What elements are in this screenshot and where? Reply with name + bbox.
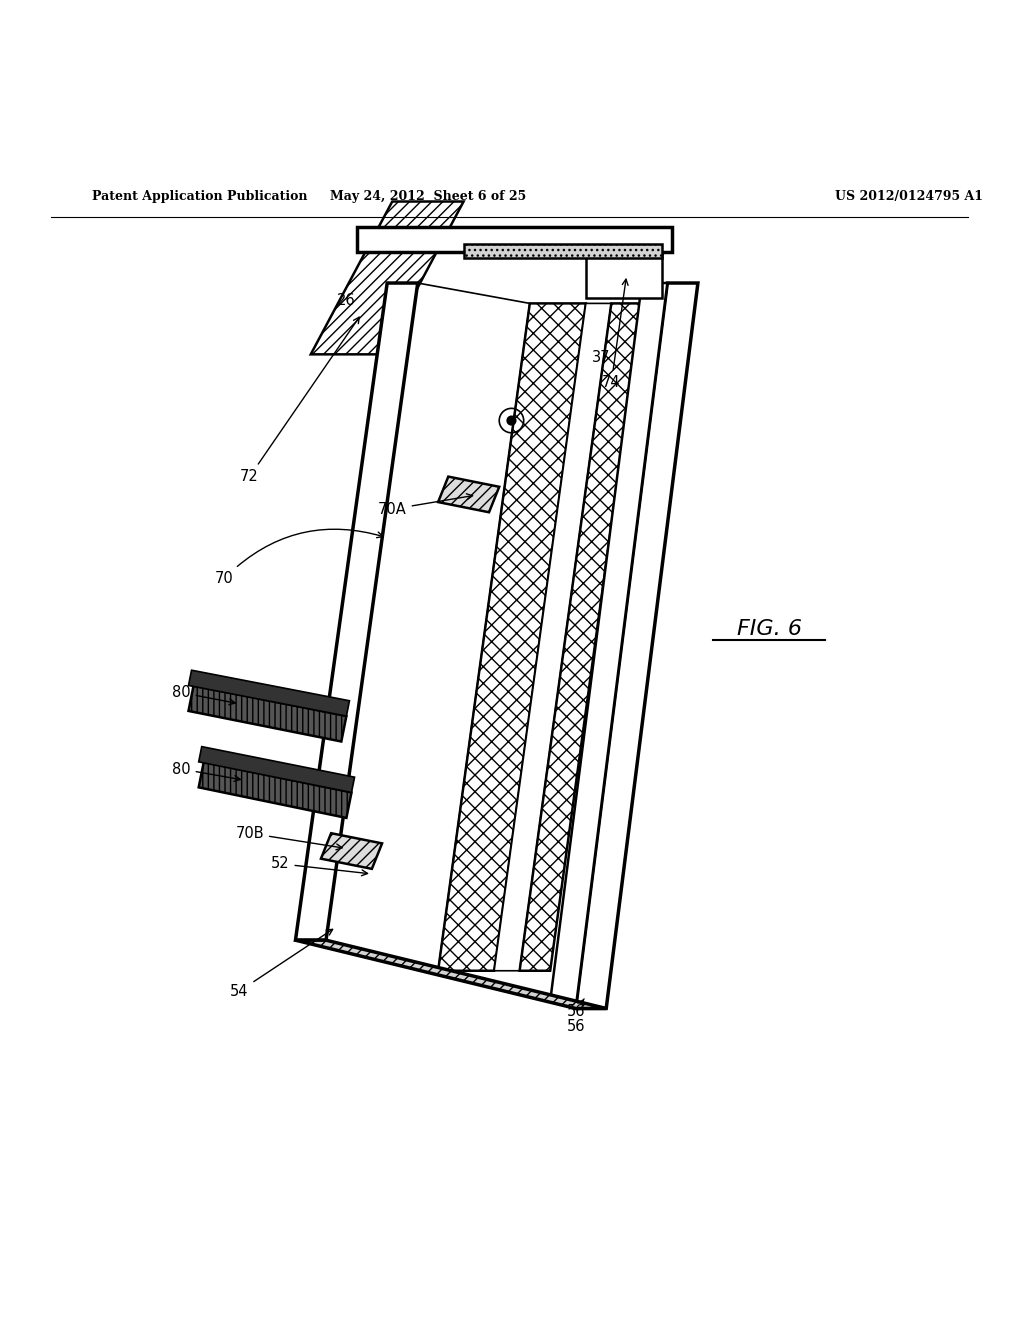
Polygon shape bbox=[438, 477, 500, 512]
Text: 26: 26 bbox=[337, 293, 355, 308]
Polygon shape bbox=[326, 282, 529, 970]
Polygon shape bbox=[519, 304, 642, 970]
Polygon shape bbox=[296, 940, 606, 1008]
Text: Patent Application Publication: Patent Application Publication bbox=[92, 190, 307, 203]
Text: 56: 56 bbox=[566, 999, 585, 1019]
Polygon shape bbox=[310, 202, 464, 354]
Polygon shape bbox=[464, 244, 663, 257]
Text: 72: 72 bbox=[241, 317, 359, 484]
Polygon shape bbox=[199, 762, 351, 818]
Text: May 24, 2012  Sheet 6 of 25: May 24, 2012 Sheet 6 of 25 bbox=[330, 190, 526, 203]
Polygon shape bbox=[188, 671, 349, 715]
Text: 80: 80 bbox=[172, 685, 236, 705]
Polygon shape bbox=[550, 282, 668, 1008]
Text: 52: 52 bbox=[271, 857, 368, 875]
Polygon shape bbox=[188, 685, 346, 742]
Text: 70A: 70A bbox=[378, 494, 472, 516]
Polygon shape bbox=[438, 304, 586, 970]
Polygon shape bbox=[199, 747, 354, 792]
Polygon shape bbox=[495, 304, 611, 970]
Text: FIG. 6: FIG. 6 bbox=[736, 619, 802, 639]
Text: 37: 37 bbox=[592, 350, 610, 364]
Text: 54: 54 bbox=[230, 929, 333, 999]
Polygon shape bbox=[321, 833, 382, 869]
Polygon shape bbox=[296, 282, 418, 940]
Circle shape bbox=[506, 416, 516, 425]
Text: 70: 70 bbox=[215, 529, 383, 586]
Polygon shape bbox=[586, 252, 663, 298]
Text: 74: 74 bbox=[602, 279, 628, 391]
Polygon shape bbox=[575, 282, 698, 1008]
Text: US 2012/0124795 A1: US 2012/0124795 A1 bbox=[836, 190, 983, 203]
Polygon shape bbox=[356, 227, 673, 252]
Text: 70B: 70B bbox=[236, 826, 342, 850]
Text: 56: 56 bbox=[566, 1019, 585, 1034]
Text: 80: 80 bbox=[172, 762, 241, 781]
